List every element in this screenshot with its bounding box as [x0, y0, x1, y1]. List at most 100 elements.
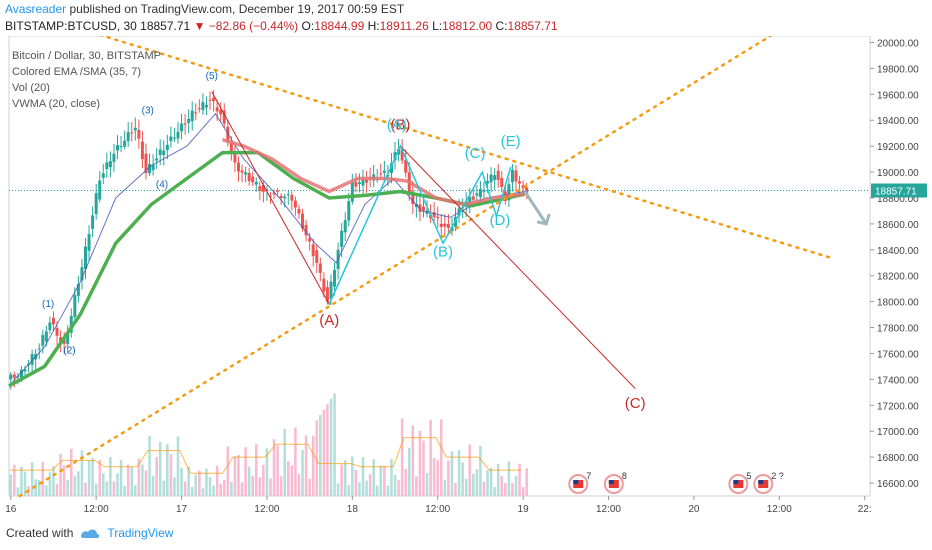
candle-body: [500, 177, 504, 188]
candle-body: [290, 194, 294, 201]
candle-body: [137, 129, 141, 139]
open-label: O:: [301, 19, 315, 33]
candle-body: [489, 174, 493, 183]
event-count-label: 5: [746, 471, 751, 481]
candle-body: [254, 182, 258, 185]
x-tick-label: 17: [176, 504, 188, 515]
volume-bar: [262, 464, 265, 496]
volume-bar: [361, 457, 365, 496]
candle-body: [190, 110, 194, 122]
y-tick-label: 19200.00: [877, 142, 919, 153]
candle-body: [219, 109, 223, 115]
y-tick-label: 19400.00: [877, 116, 919, 127]
volume-bar: [504, 483, 507, 496]
footer: Created with TradingView: [6, 526, 173, 540]
volume-bar: [183, 481, 187, 496]
candle-body: [486, 181, 490, 184]
high-label: H:: [367, 19, 380, 33]
volume-bar: [440, 419, 443, 496]
candle-body: [261, 185, 265, 192]
candle-body: [301, 213, 305, 229]
candle-body: [258, 186, 262, 191]
candle-body: [269, 195, 273, 197]
volume-bar: [52, 466, 55, 496]
volume-bar: [9, 474, 13, 496]
volume-bar: [304, 435, 308, 496]
volume-bar: [254, 444, 258, 496]
candle-body: [325, 287, 329, 302]
volume-bar: [55, 484, 59, 496]
volume-bar: [91, 457, 94, 496]
volume-bar: [336, 483, 340, 496]
volume-bar: [290, 465, 294, 496]
trendline-upper-resistance: [68, 24, 836, 261]
volume-bar: [112, 481, 116, 496]
candle-body: [165, 144, 169, 151]
current-price-label: 18857.71: [875, 186, 917, 197]
price-chart-svg[interactable]: 20000.00 19800.00 19600.00 19400.00 19200.00…: [4, 24, 928, 518]
candle-body: [233, 151, 237, 163]
volume-bar: [66, 480, 69, 496]
volume-bar: [84, 482, 87, 496]
candle-body: [98, 180, 102, 200]
volume-bar: [379, 465, 383, 496]
chart-area[interactable]: 20000.00 19800.00 19600.00 19400.00 19200.00…: [4, 24, 928, 518]
candle-body: [162, 150, 166, 156]
wave-red-label: (C): [625, 395, 646, 412]
close-value: 18857.71: [507, 19, 558, 33]
published-text: published on TradingView.com, December 1…: [69, 2, 405, 16]
wave-blue-label: (3): [142, 106, 154, 117]
candle-body: [514, 170, 518, 182]
candle-body: [112, 153, 116, 162]
candle-body: [108, 161, 112, 168]
candle-body: [119, 146, 123, 148]
volume-bar: [59, 453, 62, 496]
candle-body: [55, 327, 59, 336]
volume-bar: [375, 485, 379, 496]
volume-bar: [351, 456, 354, 496]
last-price: 18857.71: [140, 19, 191, 33]
volume-bar: [500, 475, 504, 496]
volume-bar: [187, 466, 190, 496]
candle-body: [180, 123, 184, 132]
volume-bar: [212, 485, 215, 496]
candle-body: [357, 182, 361, 185]
plot-frame: [8, 35, 871, 497]
candle-body: [19, 369, 23, 378]
volume-bar: [525, 468, 528, 496]
candle-body: [496, 170, 500, 180]
candle-body: [23, 369, 27, 372]
volume-bar: [390, 459, 393, 496]
volume-bar: [400, 418, 404, 496]
candle-body: [123, 140, 127, 147]
volume-bar: [319, 415, 322, 496]
candle-body: [240, 170, 244, 173]
candle-body: [158, 149, 162, 156]
volume-bar: [190, 486, 194, 496]
y-tick-label: 19800.00: [877, 64, 919, 75]
volume-ma-line: [9, 437, 522, 474]
volume-bar: [208, 477, 212, 496]
tradingview-logo-icon: [81, 529, 100, 538]
candle-body: [144, 153, 148, 174]
volume-bar: [62, 465, 66, 496]
candle-body: [187, 118, 191, 123]
author-link[interactable]: Avasreader: [5, 2, 67, 16]
volume-bar: [123, 485, 126, 496]
wave-cyan-label: (D): [490, 212, 511, 229]
candle-body: [80, 267, 84, 281]
volume-bar: [258, 477, 262, 496]
volume-bar: [48, 472, 52, 496]
tradingview-brand[interactable]: TradingView: [107, 526, 174, 540]
volume-bar: [158, 442, 162, 496]
volume-bar: [343, 460, 347, 496]
volume-bar: [315, 420, 319, 496]
candle-body: [140, 141, 144, 160]
volume-bar: [45, 485, 48, 496]
indicator-legend: Bitcoin / Dollar, 30, BITSTAMP Colored E…: [12, 48, 161, 112]
candle-body: [244, 172, 248, 175]
wave-red-path: [211, 91, 636, 389]
y-tick-label: 17600.00: [877, 349, 919, 360]
volume-bar: [109, 457, 112, 496]
candle-body: [201, 102, 205, 111]
